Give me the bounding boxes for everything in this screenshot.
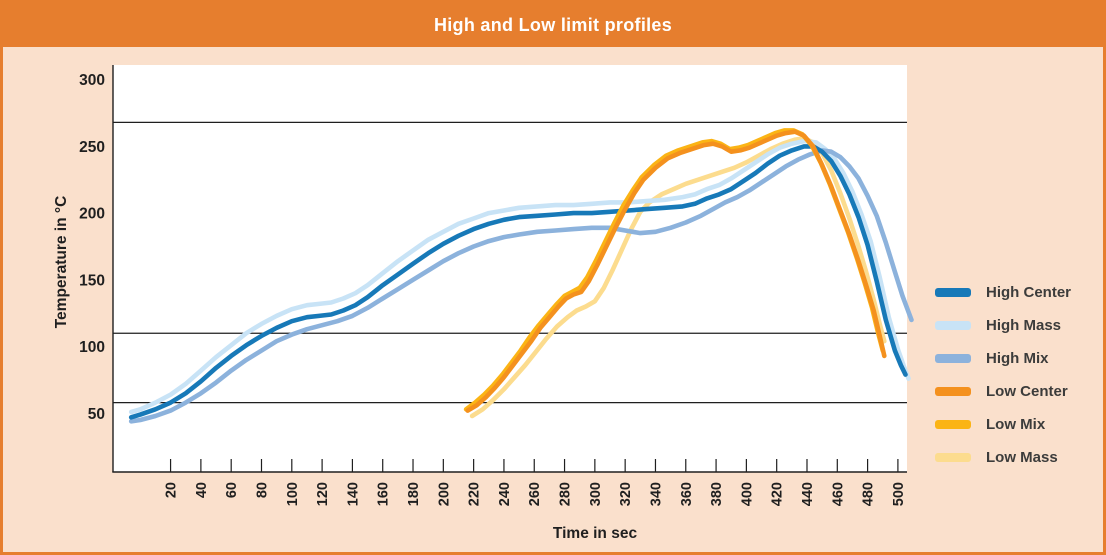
legend-label: Low Mass: [986, 449, 1058, 466]
legend-swatch: [935, 288, 971, 297]
legend-swatch: [935, 420, 971, 429]
legend-label: Low Center: [986, 383, 1068, 400]
y-tick-label: 250: [79, 139, 105, 156]
x-tick-label: 20: [164, 482, 180, 498]
x-tick-label: 460: [830, 482, 846, 506]
series-high-mix: [128, 148, 914, 424]
legend-label: High Center: [986, 284, 1072, 301]
chart-title: High and Low limit profiles: [433, 14, 673, 35]
legend-swatch: [935, 387, 971, 396]
x-tick-label: 440: [800, 482, 816, 506]
legend-item-low-mix: Low Mix: [935, 408, 1100, 441]
x-tick-label: 40: [194, 482, 210, 498]
x-tick-label: 400: [739, 482, 755, 506]
x-tick-label: 320: [618, 482, 634, 506]
legend-swatch: [935, 321, 971, 330]
x-tick-label: 260: [527, 482, 543, 506]
x-tick-label: 140: [345, 482, 361, 506]
y-tick-label: 300: [79, 72, 105, 89]
x-tick-label: 340: [648, 482, 664, 506]
legend-label: High Mass: [986, 317, 1062, 334]
chart-title-bar: High and Low limit profiles: [3, 3, 1103, 47]
x-tick-label: 380: [709, 482, 725, 506]
legend: High Center High Mass High Mix Low Center Lo…: [935, 276, 1100, 474]
x-tick-label: 500: [891, 482, 907, 506]
x-tick-label: 280: [558, 482, 574, 506]
x-tick-label: 300: [588, 482, 604, 506]
legend-item-high-mix: High Mix: [935, 342, 1100, 375]
y-tick-label: 200: [79, 206, 105, 223]
series-low-center: [465, 129, 887, 413]
legend-label: High Mix: [986, 350, 1049, 367]
series-low-mass: [469, 136, 887, 419]
x-tick-label: 60: [224, 482, 240, 498]
x-tick-label: 160: [376, 482, 392, 506]
plot-area: [113, 65, 907, 472]
x-tick-label: 220: [467, 482, 483, 506]
y-tick-label: 100: [79, 339, 105, 356]
legend-item-high-center: High Center: [935, 276, 1100, 309]
x-tick-label: 80: [254, 482, 270, 498]
y-tick-label: 50: [88, 406, 105, 423]
x-tick-label: 480: [861, 482, 877, 506]
x-tick-label: 100: [285, 482, 301, 506]
x-tick-label: 180: [406, 482, 422, 506]
x-tick-label: 360: [679, 482, 695, 506]
legend-item-high-mass: High Mass: [935, 309, 1100, 342]
legend-item-low-mass: Low Mass: [935, 441, 1100, 474]
series-high-center: [128, 144, 908, 420]
x-tick-label: 420: [770, 482, 786, 506]
x-tick-label: 240: [497, 482, 513, 506]
x-tick-label: 200: [436, 482, 452, 506]
legend-label: Low Mix: [986, 416, 1046, 433]
legend-item-low-center: Low Center: [935, 375, 1100, 408]
x-axis-title: Time in sec: [553, 525, 638, 542]
x-tick-label: 120: [315, 482, 331, 506]
legend-swatch: [935, 354, 971, 363]
y-axis-title: Temperature in °C: [53, 196, 70, 329]
legend-swatch: [935, 453, 971, 462]
y-tick-label: 150: [79, 272, 105, 289]
